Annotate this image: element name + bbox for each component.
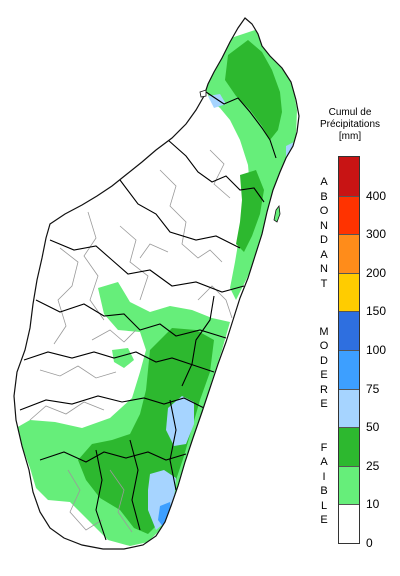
- legend-tick-label: 25: [366, 458, 380, 473]
- legend-category-letter: T: [320, 277, 328, 290]
- legend-category-letter: O: [319, 205, 329, 218]
- legend-swatch: [339, 427, 359, 466]
- region-boundaries: [19, 91, 277, 541]
- island-nosy-be: [199, 89, 207, 98]
- legend-swatch: [339, 504, 359, 543]
- island-outline: [14, 18, 299, 549]
- legend-category-letter: M: [319, 325, 329, 338]
- legend-category-letter: F: [320, 441, 328, 454]
- legend-category-letter: N: [320, 263, 328, 276]
- legend-color-bar: [338, 156, 360, 544]
- legend-category-letter: D: [320, 234, 328, 247]
- rain-zone-25-50: [78, 40, 282, 534]
- legend-swatch: [339, 195, 359, 235]
- legend-category-letter: I: [322, 470, 326, 483]
- legend-tick-label: 75: [366, 381, 380, 396]
- legend-category-letter: N: [320, 219, 328, 232]
- legend-swatch: [339, 272, 359, 312]
- district-boundaries: [29, 149, 233, 533]
- legend-swatch: [339, 350, 359, 389]
- legend-category-letter: A: [320, 456, 328, 469]
- legend-swatch: [339, 311, 359, 350]
- legend-category-letter: E: [320, 398, 328, 411]
- legend-category-letter: B: [320, 190, 328, 203]
- legend-tick-label: 300: [366, 227, 387, 242]
- legend-tick-label: 200: [366, 265, 387, 280]
- legend-tick-label: 400: [366, 188, 387, 203]
- legend-title: Cumul de Précipitations [mm]: [309, 107, 391, 143]
- legend-category-letter: A: [320, 248, 328, 261]
- legend-tick-label: 50: [366, 420, 380, 435]
- legend-category-letter: D: [320, 354, 328, 367]
- legend-category-letter: E: [320, 369, 328, 382]
- legend-category-letter: E: [320, 514, 328, 527]
- legend-tick-label: 100: [366, 343, 387, 357]
- legend-category-letter: A: [320, 176, 328, 189]
- legend-category-letter: R: [320, 383, 328, 396]
- legend-category-letter: O: [319, 340, 329, 353]
- legend-title-line-3: [mm]: [338, 131, 362, 142]
- coastline: [13, 17, 300, 550]
- legend-swatch: [339, 388, 359, 428]
- legend-swatch: [339, 234, 359, 273]
- legend-tick-label: 0: [366, 536, 373, 550]
- island-sainte-marie: [273, 204, 281, 223]
- legend-swatch: [339, 465, 359, 505]
- legend-tick-label: 10: [366, 497, 380, 512]
- legend-tick-label: 150: [366, 304, 387, 319]
- legend-title-line-2: Précipitations: [319, 119, 381, 130]
- legend-swatch: [339, 157, 359, 196]
- legend-category-letter: B: [320, 485, 328, 498]
- legend-category-letter: L: [320, 499, 328, 512]
- legend-title-line-1: Cumul de: [328, 107, 372, 118]
